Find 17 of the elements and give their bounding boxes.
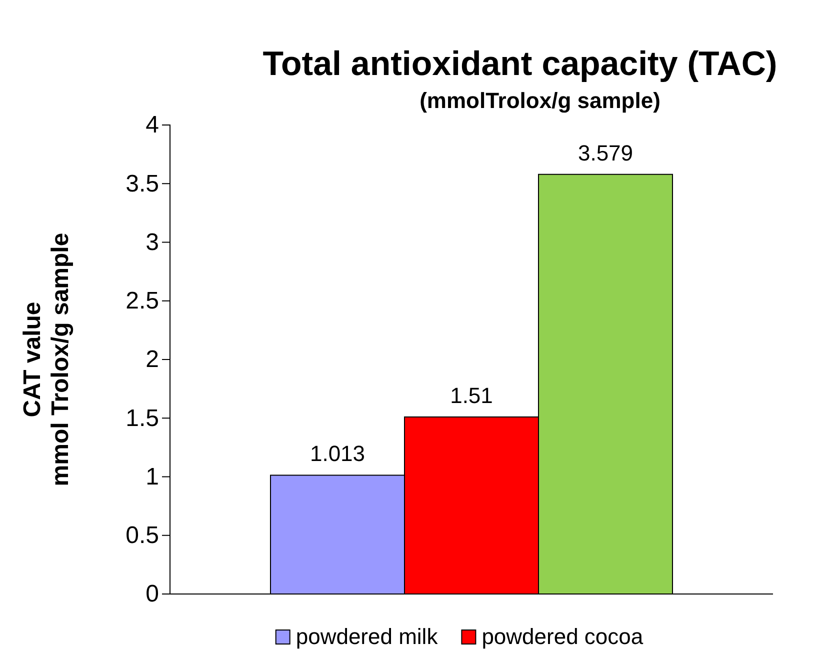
y-tick-label: 2 <box>146 346 159 374</box>
legend-label: powdered cocoa <box>482 624 644 649</box>
data-label: 1.013 <box>310 441 366 466</box>
y-tick-label: 0 <box>146 580 159 608</box>
y-tick-label: 3.5 <box>126 170 159 198</box>
y-tick-label: 0.5 <box>126 522 159 550</box>
y-tick-label: 3 <box>146 228 159 256</box>
y-axis-title: CAT value mmol Trolox/g sample <box>19 232 74 486</box>
y-tick-label: 1.5 <box>126 404 159 432</box>
data-label: 3.579 <box>578 140 634 166</box>
y-tick-label: 1 <box>146 463 159 490</box>
chart-title: Total antioxidant capacity (TAC) <box>262 45 778 83</box>
chart-subtitle: (mmolTrolox/g sample) <box>420 88 660 113</box>
y-tick-label: 4 <box>146 112 159 139</box>
data-label: 1.51 <box>450 382 493 408</box>
y-tick-label: 2.5 <box>126 288 159 315</box>
legend-label: powdered milk <box>296 624 439 649</box>
